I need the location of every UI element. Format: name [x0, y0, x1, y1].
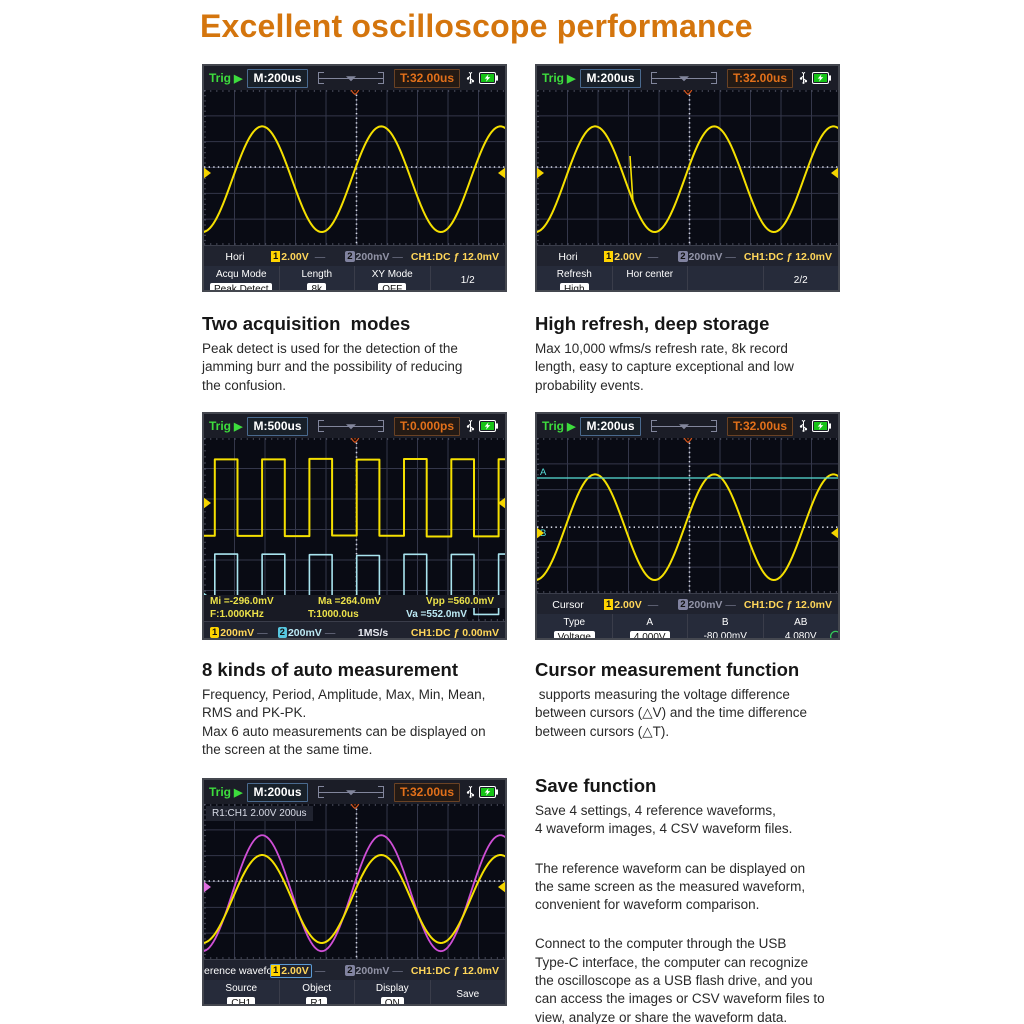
svg-text:T: T	[352, 90, 357, 93]
svg-text:T: T	[685, 90, 690, 93]
svg-text:T: T	[352, 438, 357, 441]
svg-text:T: T	[352, 804, 357, 807]
svg-text:A: A	[540, 467, 547, 478]
svg-text:T: T	[685, 438, 690, 441]
